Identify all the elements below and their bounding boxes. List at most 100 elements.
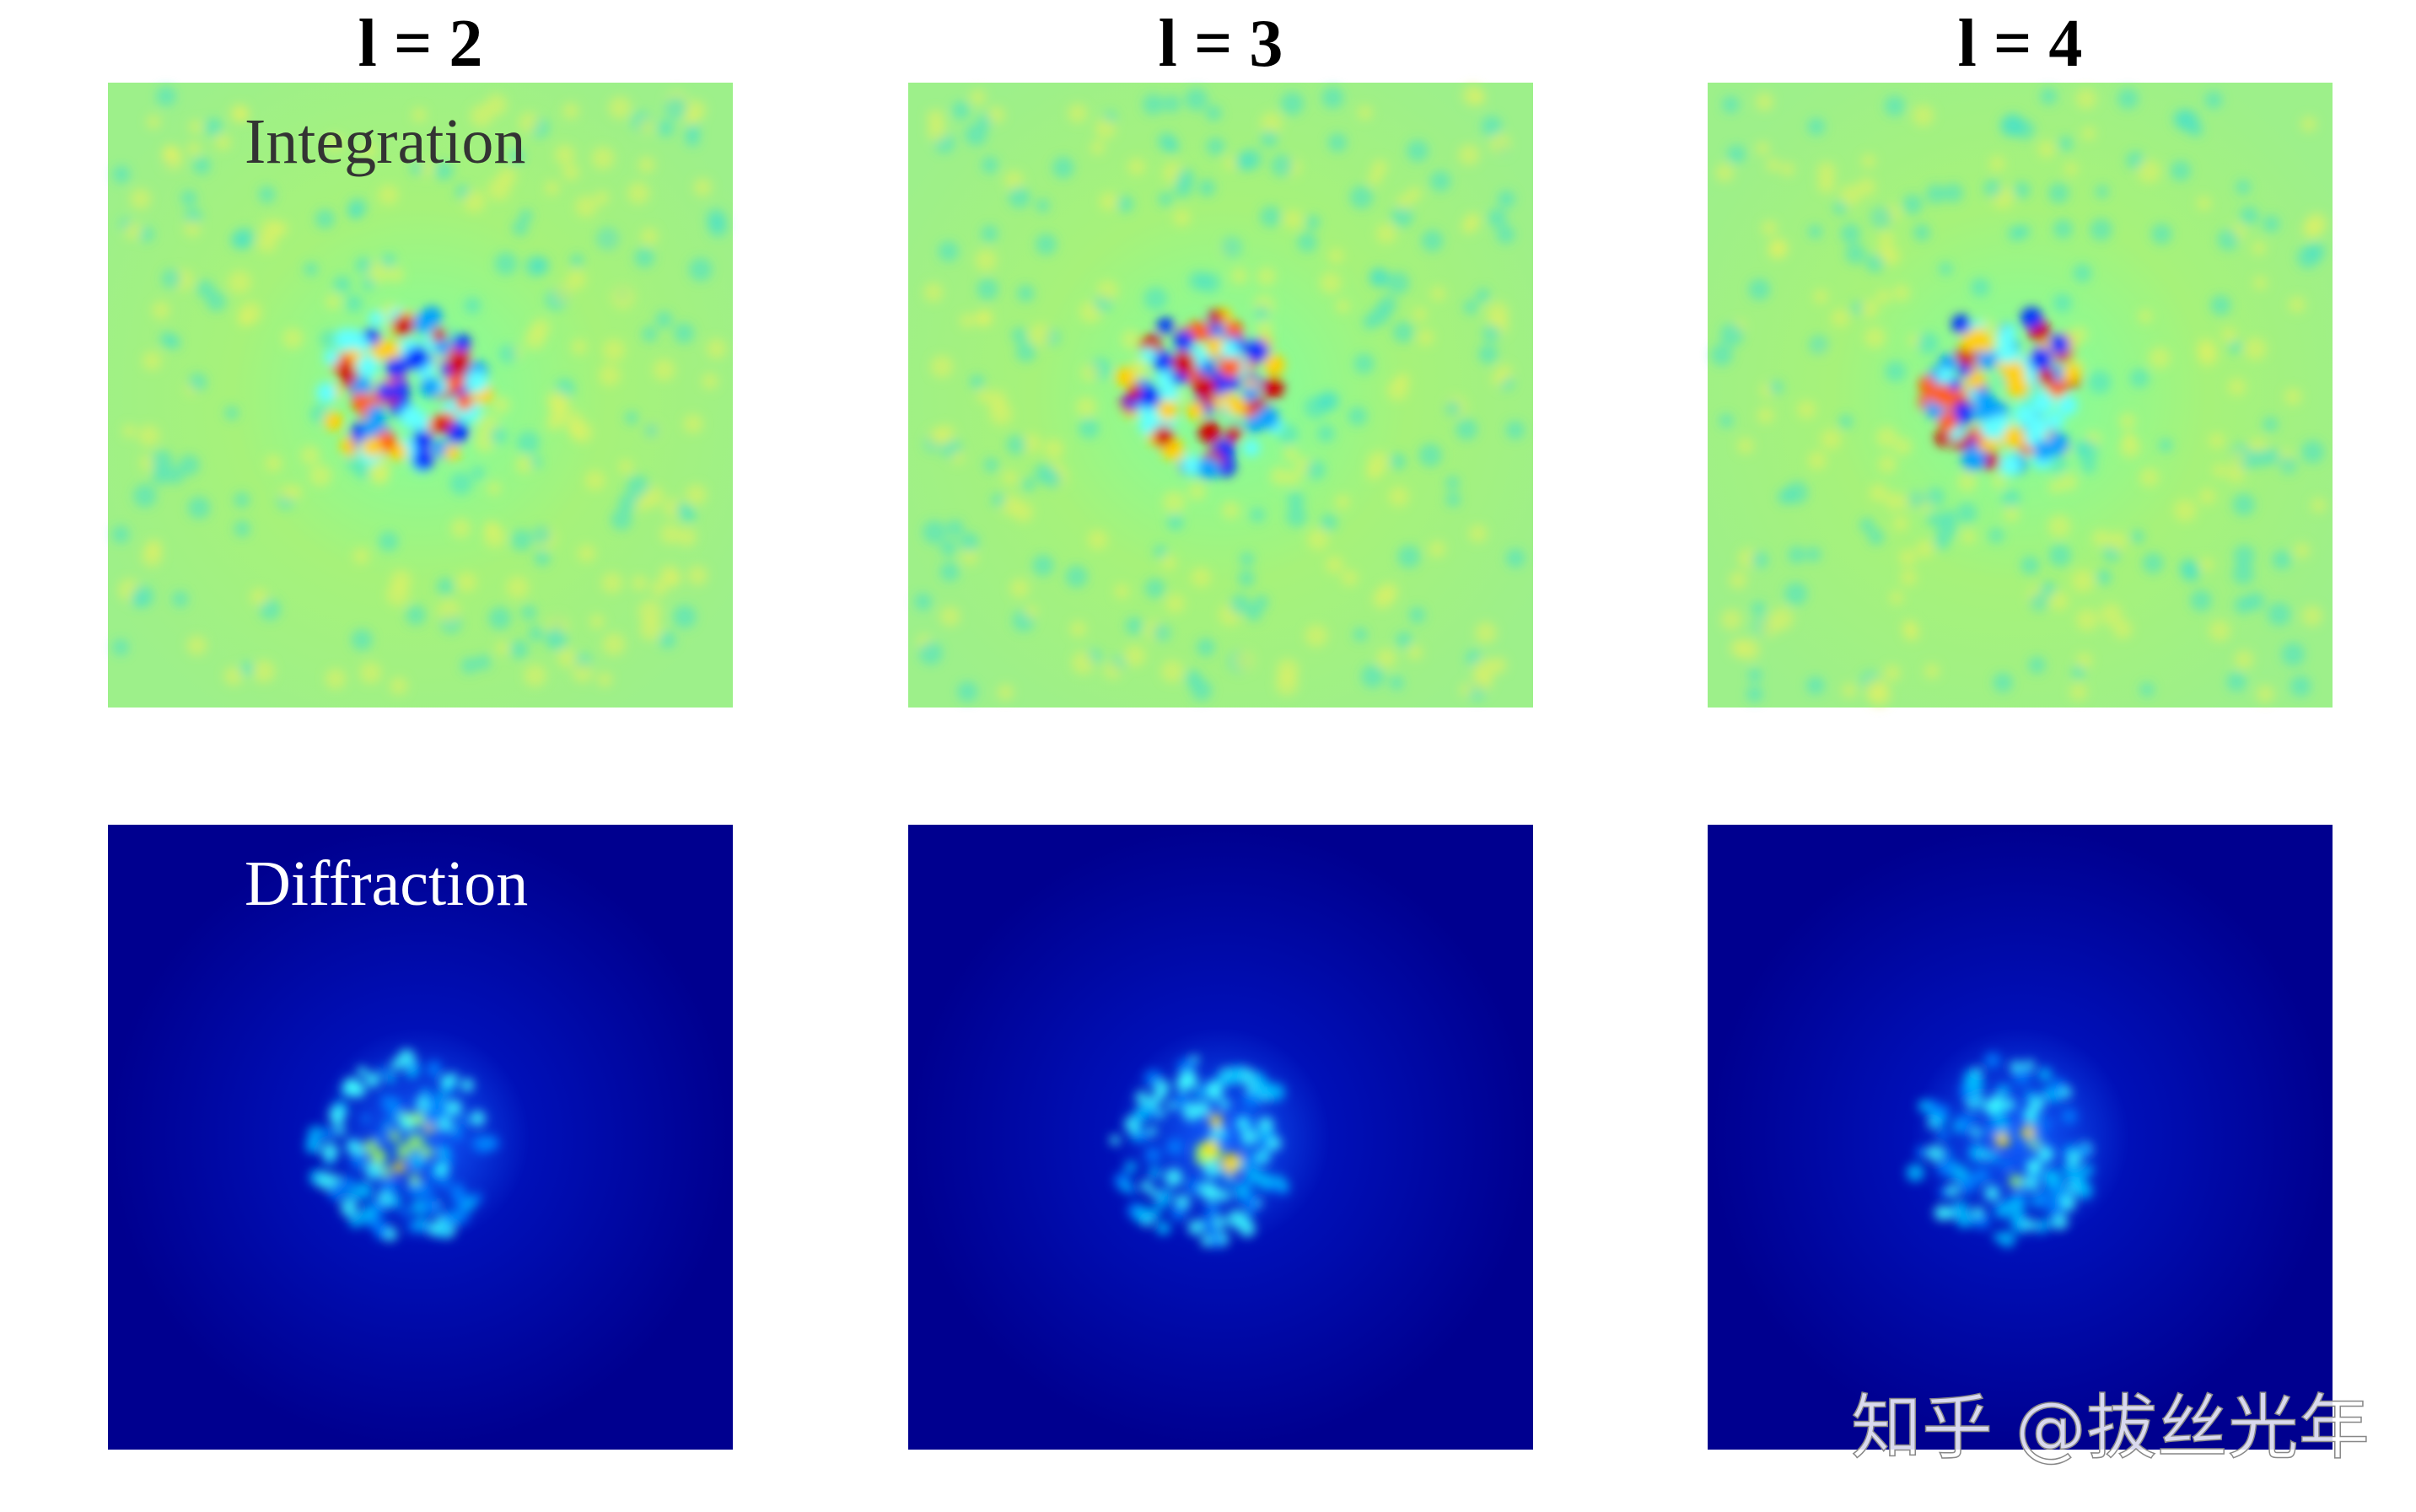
speckle-dot xyxy=(2279,455,2297,474)
core-dot xyxy=(1267,1136,1282,1151)
speckle-dot xyxy=(2069,683,2088,701)
core-dot xyxy=(1173,331,1194,352)
speckle-dot xyxy=(494,251,518,276)
speckle-dot xyxy=(1237,570,1256,588)
speckle-dot xyxy=(1865,253,1886,273)
speckle-dot xyxy=(960,532,980,552)
core-dot xyxy=(2050,1184,2064,1197)
speckle-dot xyxy=(2092,529,2110,547)
speckle-dot xyxy=(355,256,373,274)
speckle-dot xyxy=(2137,159,2161,184)
core-dot xyxy=(465,370,488,394)
speckle-dot xyxy=(688,257,713,282)
speckle-dot xyxy=(584,470,605,491)
core-dot xyxy=(2046,1198,2064,1217)
speckle-dot xyxy=(531,525,552,546)
speckle-dot xyxy=(1861,153,1876,169)
core-dot xyxy=(1974,1167,1990,1183)
speckle-dot xyxy=(1748,278,1771,301)
core-dot xyxy=(1156,1110,1165,1119)
core-dot xyxy=(2000,324,2017,340)
speckle-dot xyxy=(528,626,544,642)
speckle-dot xyxy=(634,247,655,268)
speckle-dot xyxy=(1746,686,1763,702)
core-dot xyxy=(1968,1143,1986,1161)
speckle-dot xyxy=(1008,186,1030,209)
speckle-dot xyxy=(1388,486,1409,507)
core-dot xyxy=(422,1197,441,1215)
speckle-dot xyxy=(1832,201,1848,215)
core-dot xyxy=(388,1194,401,1208)
speckle-dot xyxy=(2252,449,2270,467)
core-dot xyxy=(405,1065,419,1079)
speckle-dot xyxy=(1983,179,2002,198)
core-dot xyxy=(1170,1204,1186,1221)
speckle-dot xyxy=(608,96,632,120)
core-dot xyxy=(434,339,452,357)
speckle-dot xyxy=(1418,443,1443,467)
speckle-dot xyxy=(1036,198,1050,213)
speckle-dot xyxy=(519,112,540,133)
speckle-dot xyxy=(2058,136,2074,152)
core-dot xyxy=(1153,425,1174,446)
core-dot xyxy=(351,392,371,412)
speckle-dot xyxy=(1751,601,1766,616)
speckle-dot xyxy=(1761,220,1778,237)
speckle-dot xyxy=(2188,122,2203,137)
speckle-dot xyxy=(1369,267,1390,288)
speckle-dot xyxy=(1396,632,1412,648)
core-dot xyxy=(1967,370,1987,390)
core-dot xyxy=(1926,1144,1944,1162)
core-dot xyxy=(441,1074,454,1088)
panel-background xyxy=(1708,825,2333,1450)
speckle-dot xyxy=(1899,549,1917,567)
speckle-dot xyxy=(2150,223,2172,245)
speckle-dot xyxy=(2234,649,2254,670)
speckle-dot xyxy=(1260,112,1283,135)
speckle-dot xyxy=(1188,271,1209,291)
speckle-dot xyxy=(1407,139,1429,163)
core-dot xyxy=(1241,385,1258,402)
core-dot xyxy=(305,1138,321,1154)
core-dot xyxy=(1937,367,1954,384)
speckle-dot xyxy=(132,584,154,608)
speckle-dot xyxy=(204,117,223,137)
speckle-dot xyxy=(1729,571,1747,589)
speckle-dot xyxy=(638,117,655,135)
speckle-dot xyxy=(1271,154,1294,177)
speckle-dot xyxy=(1357,105,1373,121)
speckle-dot xyxy=(1015,341,1036,363)
speckle-dot xyxy=(516,431,540,455)
speckle-dot xyxy=(470,104,493,127)
speckle-dot xyxy=(410,161,424,176)
speckle-dot xyxy=(509,640,529,659)
speckle-dot xyxy=(436,577,455,595)
speckle-dot xyxy=(1397,545,1421,568)
speckle-dot xyxy=(1246,605,1262,621)
speckle-dot xyxy=(1505,420,1525,440)
core-dot xyxy=(347,1190,359,1203)
speckle-dot xyxy=(1430,286,1446,302)
speckle-dot xyxy=(433,161,454,181)
core-dot xyxy=(1931,384,1954,406)
speckle-dot xyxy=(234,492,250,508)
speckle-dot xyxy=(487,481,502,496)
core-dot xyxy=(1254,1080,1273,1100)
speckle-dot xyxy=(437,600,460,623)
speckle-dot xyxy=(2138,309,2153,324)
core-dot xyxy=(361,1114,370,1123)
core-dot xyxy=(1140,1180,1152,1192)
speckle-dot xyxy=(1816,161,1837,180)
speckle-dot xyxy=(1755,92,1774,111)
core-dot xyxy=(455,393,473,412)
speckle-dot xyxy=(1253,304,1270,321)
core-dot xyxy=(470,1111,486,1127)
core-dot xyxy=(1115,367,1136,387)
speckle-dot xyxy=(1940,509,1956,525)
core-dot xyxy=(2037,1067,2052,1082)
speckle-dot xyxy=(2130,530,2145,544)
speckle-dot xyxy=(1275,672,1299,696)
core-dot xyxy=(393,1161,406,1174)
speckle-dot xyxy=(665,96,688,120)
core-dot xyxy=(328,1182,347,1202)
